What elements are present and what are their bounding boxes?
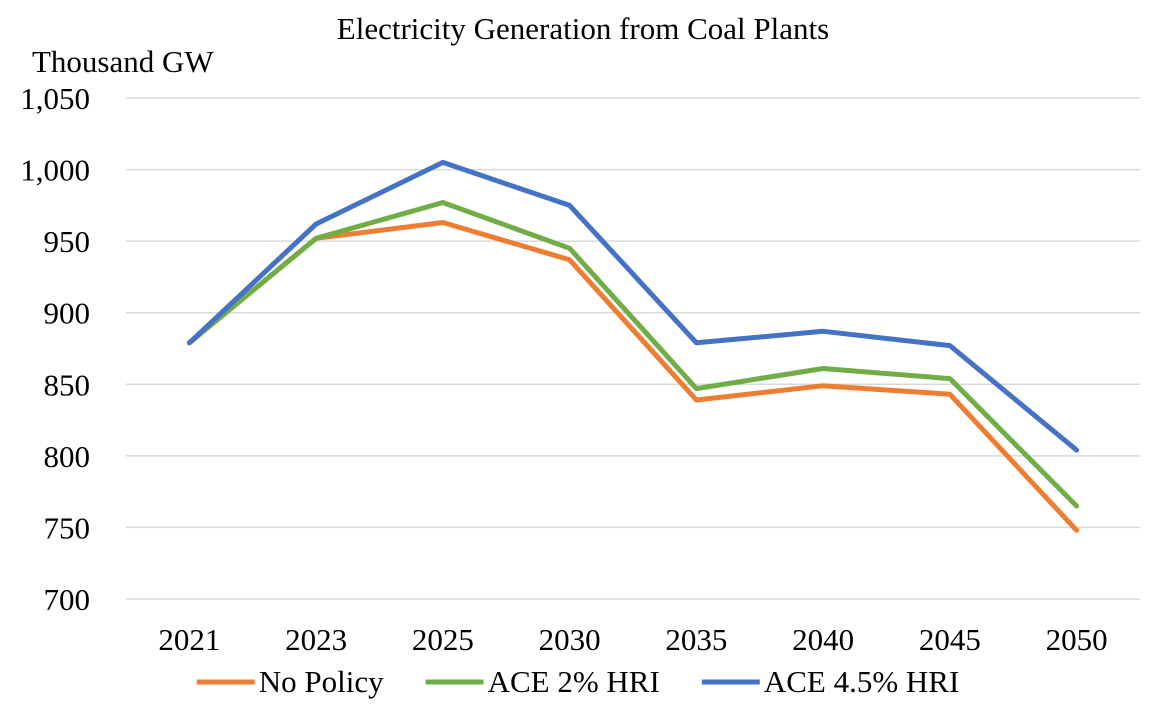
- y-tick-label: 800: [44, 439, 91, 474]
- series-line: [186, 220, 1080, 533]
- y-axis-ticks: 700 750 800 850 900 950 1,000 1,050: [20, 81, 90, 617]
- y-tick-label: 850: [44, 367, 91, 402]
- x-tick-label: 2050: [1046, 622, 1108, 657]
- series-lines: [186, 159, 1080, 533]
- x-tick-label: 2021: [158, 622, 220, 657]
- series-line: [186, 200, 1080, 509]
- y-tick-label: 750: [44, 510, 91, 545]
- legend-label: No Policy: [259, 664, 384, 699]
- x-tick-label: 2040: [792, 622, 854, 657]
- x-tick-label: 2023: [285, 622, 347, 657]
- x-axis-ticks: 2021 2023 2025 2030 2035 2040 2045 2050: [158, 622, 1107, 657]
- x-tick-label: 2035: [665, 622, 727, 657]
- legend-label: ACE 4.5% HRI: [764, 664, 959, 699]
- y-tick-label: 900: [44, 296, 91, 331]
- legend-label: ACE 2% HRI: [488, 664, 660, 699]
- x-tick-label: 2045: [919, 622, 981, 657]
- x-tick-label: 2030: [539, 622, 601, 657]
- y-tick-label: 1,000: [20, 153, 90, 188]
- chart-title: Electricity Generation from Coal Plants: [337, 11, 829, 46]
- y-axis-label: Thousand GW: [32, 44, 214, 79]
- gridlines: [126, 97, 1140, 600]
- legend: No Policy ACE 2% HRI ACE 4.5% HRI: [196, 664, 959, 699]
- y-tick-label: 950: [44, 224, 91, 259]
- x-tick-label: 2025: [412, 622, 474, 657]
- series-line: [186, 159, 1080, 453]
- y-tick-label: 700: [44, 582, 91, 617]
- y-tick-label: 1,050: [20, 81, 90, 116]
